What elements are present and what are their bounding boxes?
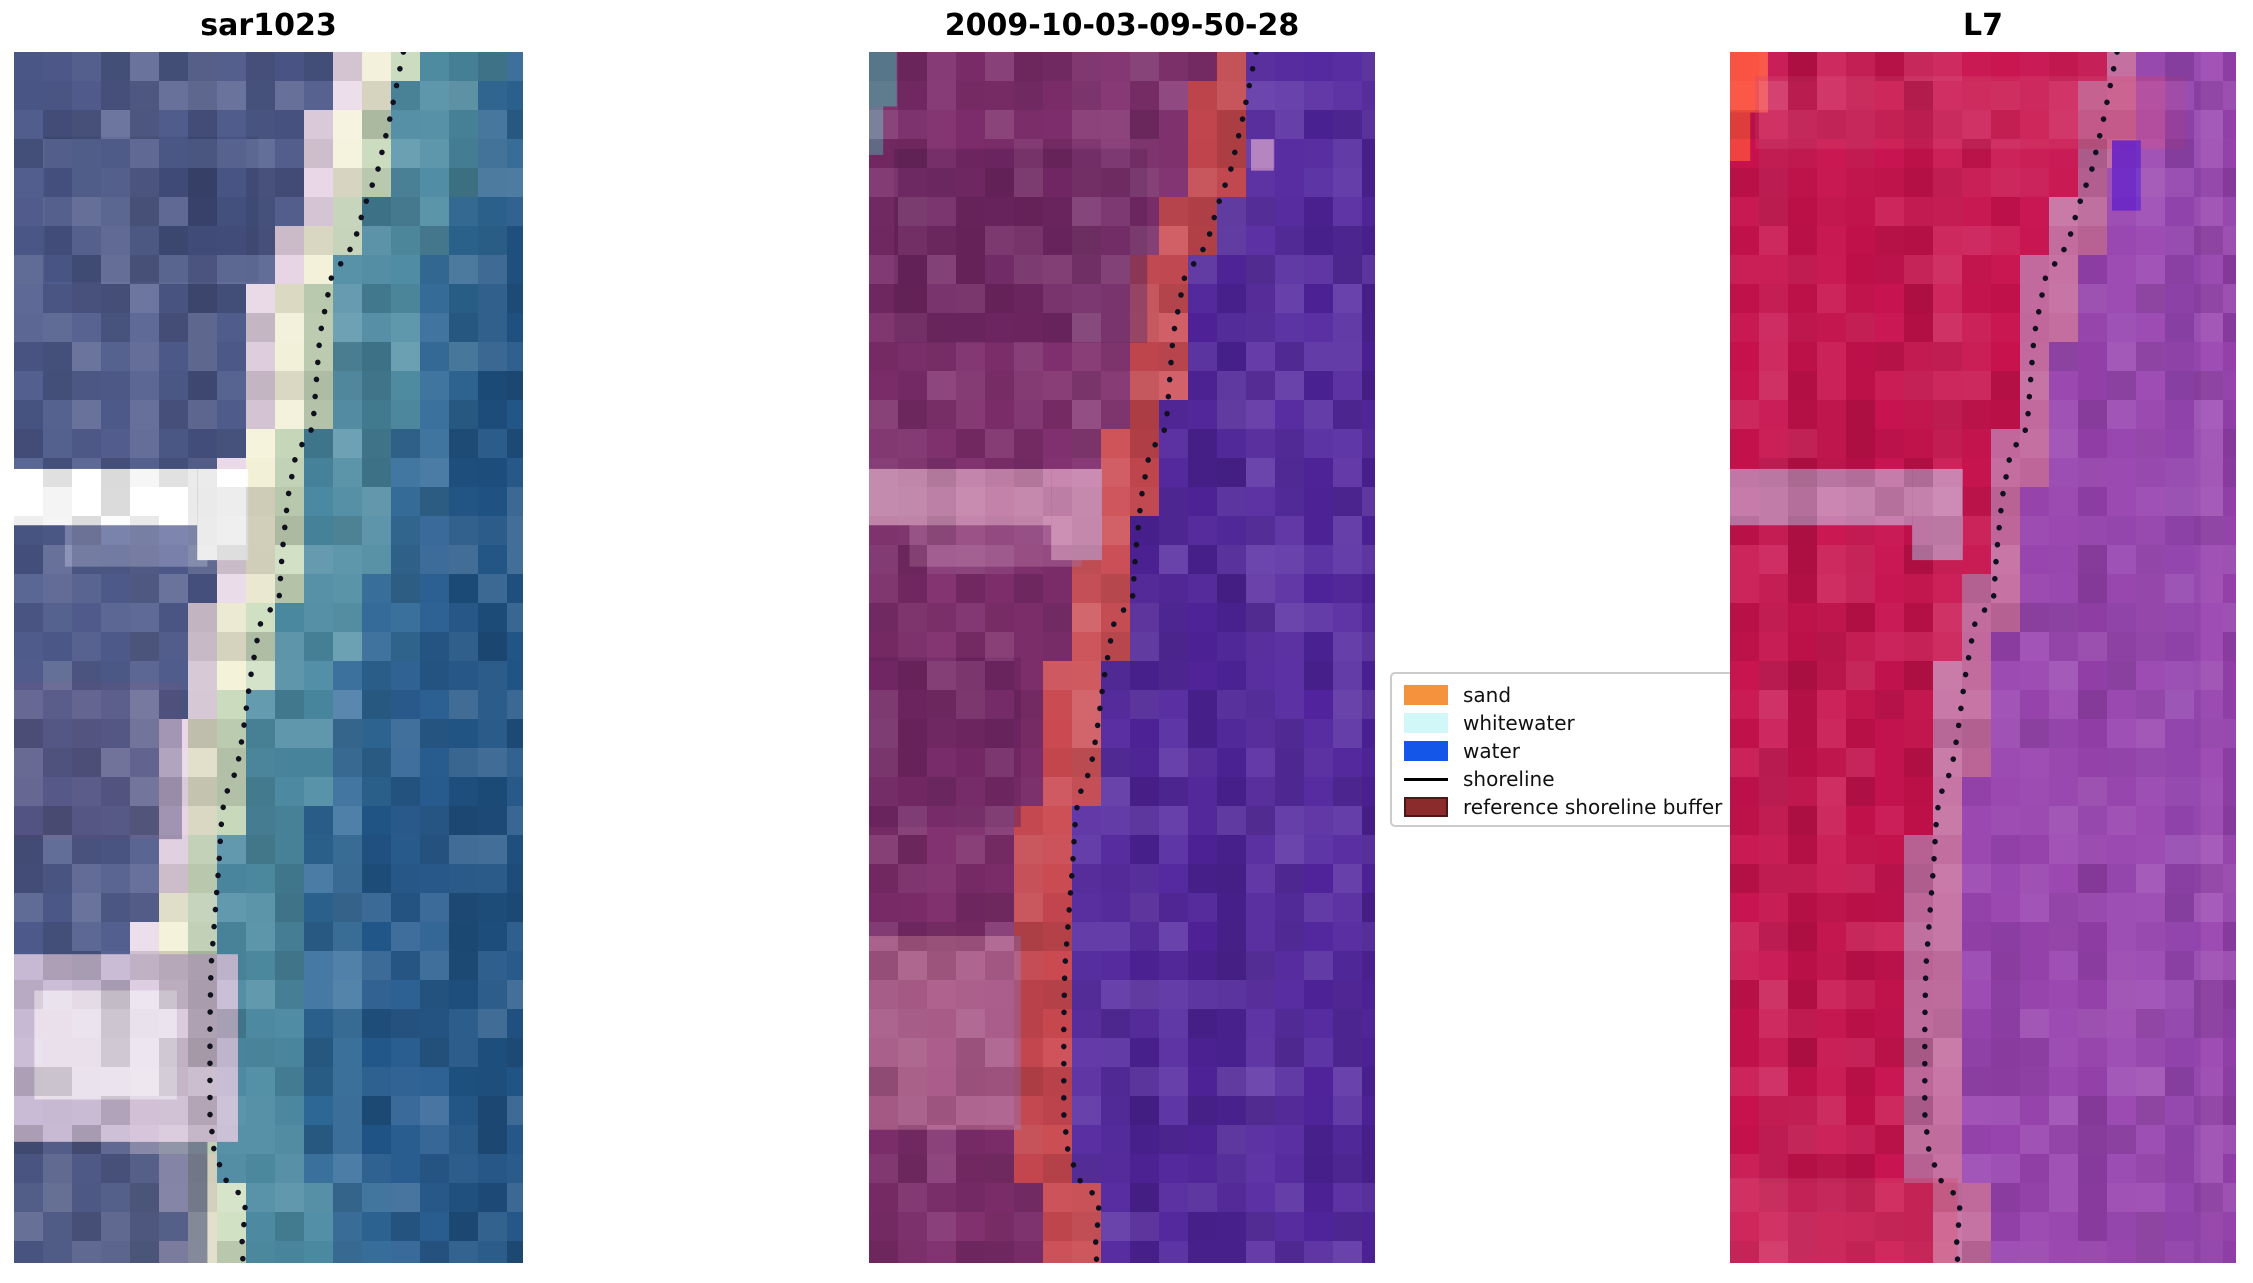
- legend-label: whitewater: [1463, 711, 1575, 735]
- legend-swatch-sand: [1404, 685, 1448, 705]
- panel-title-date: 2009-10-03-09-50-28: [944, 8, 1300, 43]
- legend-row-sand: sand: [1404, 681, 1744, 709]
- panel-image-classified: [869, 52, 1375, 1263]
- legend-swatch-water: [1404, 741, 1448, 761]
- panel-image-sar1023: [14, 52, 523, 1263]
- legend-row-shoreline: shoreline: [1404, 765, 1744, 793]
- legend-label: reference shoreline buffer: [1463, 795, 1723, 819]
- legend-row-whitewater: whitewater: [1404, 709, 1744, 737]
- legend-label: water: [1463, 739, 1520, 763]
- legend-label: shoreline: [1463, 767, 1555, 791]
- panel-title-sar1023: sar1023: [200, 8, 337, 43]
- legend-label: sand: [1463, 683, 1512, 707]
- panel-title-l7: L7: [1963, 8, 2003, 43]
- panel-image-l7: [1730, 52, 2236, 1263]
- legend-row-reference-shoreline-buffer: reference shoreline buffer: [1404, 793, 1744, 821]
- legend: sand whitewater water shoreline reference sh…: [1390, 672, 1746, 827]
- legend-line-icon: [1404, 777, 1448, 781]
- legend-swatch-reference-shoreline-buffer: [1404, 797, 1448, 817]
- legend-row-water: water: [1404, 737, 1744, 765]
- legend-swatch-whitewater: [1404, 713, 1448, 733]
